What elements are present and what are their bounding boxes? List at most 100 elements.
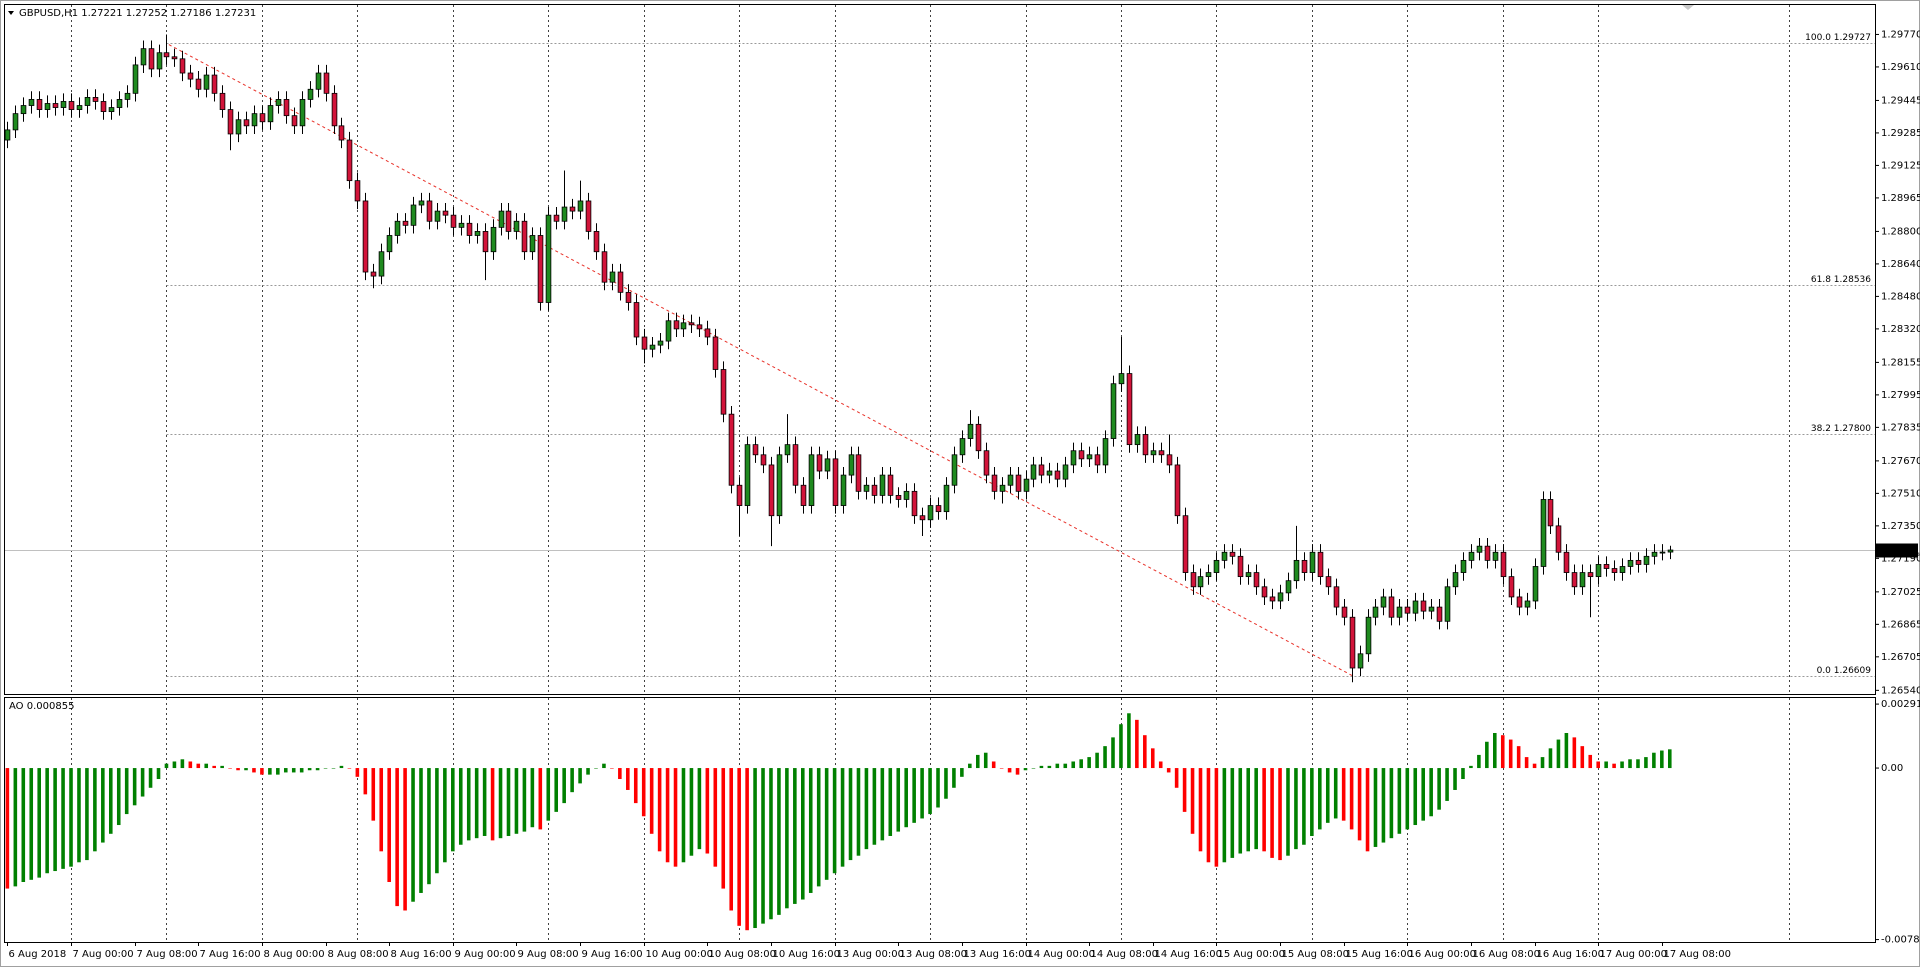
candle-body: [410, 204, 417, 226]
candle-body: [665, 320, 672, 342]
candle-body: [1182, 515, 1189, 573]
x-tick-label: 15 Aug 00:00: [1218, 949, 1285, 960]
y-tick-label: 1.27835: [1881, 422, 1920, 433]
ao-bar: [21, 768, 26, 883]
candle-body: [203, 74, 210, 90]
ao-bar: [1095, 752, 1099, 769]
ao-bar: [1667, 749, 1672, 769]
y-tick-label: 1.29125: [1881, 160, 1920, 171]
candle-body: [378, 251, 385, 277]
ao-bar: [1166, 768, 1171, 773]
indicator-title: AO 0.000855: [9, 701, 74, 712]
ao-bar: [673, 768, 678, 867]
candle-body: [291, 115, 298, 127]
candle-body: [60, 101, 67, 108]
candle-body: [1492, 551, 1499, 561]
candle-body: [728, 413, 735, 486]
ao-bar: [1206, 768, 1211, 863]
x-tick-label: 16 Aug 16:00: [1537, 949, 1604, 960]
ao-bar: [721, 768, 726, 889]
candle-body: [36, 99, 43, 110]
candle-body: [935, 505, 942, 513]
y-tick-label: 1.28320: [1881, 324, 1920, 335]
ao-bar: [968, 763, 972, 769]
ao-bar: [363, 768, 368, 795]
candle-body: [967, 423, 974, 439]
candle-body: [307, 88, 314, 100]
ao-bar: [872, 768, 877, 845]
ao-bar: [832, 768, 837, 874]
ao-bar: [1087, 757, 1091, 769]
ao-bar: [753, 768, 757, 929]
ao-bar: [793, 768, 797, 904]
y-tick-label: 1.28800: [1881, 226, 1920, 237]
candle-body: [1030, 464, 1037, 480]
ao-bar: [1270, 768, 1274, 858]
x-tick-label: 17 Aug 00:00: [1600, 949, 1667, 960]
candle-body: [760, 454, 767, 466]
ao-bar: [451, 768, 455, 852]
candle-body: [490, 226, 497, 253]
ao-bar: [991, 761, 996, 769]
ao-bar: [626, 768, 630, 790]
candle-body: [1468, 551, 1475, 561]
candle-body: [211, 74, 218, 94]
ao-bar: [101, 768, 105, 843]
ao-bar: [323, 768, 328, 769]
candle-body: [1452, 572, 1459, 588]
candle-body: [800, 484, 807, 506]
ao-bar: [1198, 768, 1203, 852]
y-tick-label: 1.27995: [1881, 390, 1920, 401]
candle-body: [267, 105, 274, 123]
candle-body: [1285, 580, 1292, 594]
candle-body: [1508, 576, 1515, 598]
ao-bar: [1413, 768, 1418, 826]
candle-body: [585, 200, 592, 232]
ao-bar: [172, 761, 177, 769]
candle-body: [124, 92, 131, 100]
candle-body: [951, 454, 958, 486]
candle-body: [1126, 373, 1133, 446]
candle-body: [84, 96, 91, 106]
candle-body: [736, 484, 743, 506]
ao-panel-frame: [4, 697, 1876, 943]
ao-bar: [1437, 768, 1441, 810]
candle-body: [848, 454, 855, 476]
candle-body: [1221, 551, 1228, 561]
ao-bar: [705, 768, 710, 854]
ao-bar: [85, 768, 89, 861]
ao-bar: [466, 768, 471, 841]
ao-bar: [1516, 746, 1521, 769]
ao-bar: [1389, 768, 1394, 839]
candle-body: [1317, 551, 1324, 578]
ao-bar: [1373, 768, 1378, 847]
ao-bar: [896, 768, 901, 832]
ao-bar: [1262, 768, 1266, 852]
ao-bar: [1031, 768, 1036, 769]
candle-body: [1595, 564, 1602, 578]
candle-body: [1603, 564, 1610, 569]
y-tick-label: 1.27025: [1881, 587, 1920, 598]
candle-body: [1516, 596, 1523, 608]
ao-bar: [761, 768, 765, 924]
ao-bar: [1397, 768, 1402, 834]
ao-bar: [1150, 748, 1155, 769]
trendline: [168, 44, 1354, 677]
ao-bar: [1135, 719, 1139, 769]
candle-body: [1428, 606, 1435, 612]
candle-body: [76, 105, 83, 110]
candle-body: [28, 99, 35, 106]
symbol-menu-arrow[interactable]: [8, 11, 14, 15]
ao-bar: [689, 768, 694, 856]
x-tick-label: 7 Aug 00:00: [73, 949, 134, 960]
ao-bar: [1652, 752, 1656, 769]
x-tick-label: 14 Aug 16:00: [1155, 949, 1222, 960]
ao-bar: [769, 768, 773, 920]
candle-body: [179, 58, 186, 74]
candle-body: [1333, 586, 1340, 608]
candle-body: [418, 200, 425, 206]
candle-body: [1532, 566, 1539, 602]
candle-body: [315, 72, 322, 90]
candle-body: [673, 320, 680, 330]
y-tick-label: 1.29610: [1881, 62, 1920, 73]
